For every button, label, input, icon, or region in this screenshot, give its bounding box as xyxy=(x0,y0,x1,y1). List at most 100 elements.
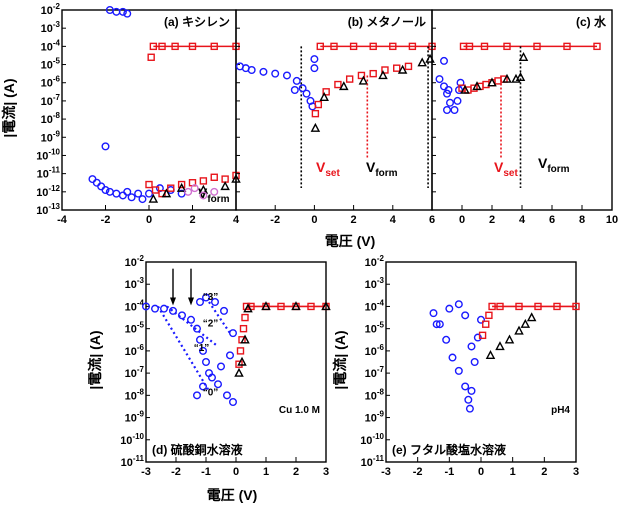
panel-e: -3 -2 -1 0 1 2 3 10-2 10-3 10-4 10-5 10-6 10-7 10-8 10… xyxy=(360,254,580,478)
data-point xyxy=(310,64,319,73)
data-point xyxy=(369,69,377,78)
data-point xyxy=(220,181,230,191)
data-point xyxy=(514,325,524,335)
panel-c: 0 2 4 6 8 10 (c) 水 xyxy=(431,9,618,226)
x-tick-label: 4 xyxy=(233,214,240,226)
data-point xyxy=(330,42,338,51)
data-point xyxy=(186,315,195,324)
state-guide-line xyxy=(166,305,219,348)
data-point xyxy=(482,320,490,328)
panel-annotation: Cu 1.0 M xyxy=(279,405,320,416)
data-point xyxy=(503,42,511,51)
data-point xyxy=(118,7,127,16)
data-point xyxy=(159,304,168,313)
data-point xyxy=(435,75,444,84)
x-tick-label: 2 xyxy=(351,214,357,226)
data-point xyxy=(518,51,529,61)
data-point xyxy=(239,324,248,333)
x-tick-label: 3 xyxy=(573,466,579,478)
y-tick-label: 10-13 xyxy=(36,202,60,217)
data-point xyxy=(150,304,159,313)
x-tick-label: -2 xyxy=(413,466,423,478)
data-point xyxy=(201,293,210,302)
y-tick-label: 10-9 xyxy=(365,410,385,425)
data-point xyxy=(123,187,132,196)
data-point xyxy=(417,57,427,67)
svg-text:Vform: Vform xyxy=(366,159,398,179)
data-point xyxy=(563,42,571,51)
panel-title: (a) キシレン xyxy=(164,15,230,29)
data-point xyxy=(149,42,158,51)
data-point xyxy=(478,331,487,340)
x-tick-label: -4 xyxy=(57,214,68,226)
panel-title: (d) 硫酸銅水溶液 xyxy=(152,442,243,457)
vset-label-b: Vset xyxy=(316,159,340,179)
data-point xyxy=(290,85,299,94)
state-label: “3” xyxy=(203,292,219,303)
y-tick-label: 10-10 xyxy=(120,432,144,447)
data-point xyxy=(210,173,218,181)
data-point xyxy=(176,182,187,192)
data-point xyxy=(177,311,186,320)
data-point xyxy=(188,42,197,51)
x-tick-label: 10 xyxy=(606,214,618,226)
data-point xyxy=(141,302,150,311)
data-point xyxy=(134,189,143,198)
x-tick-label: -1 xyxy=(444,466,454,478)
data-point xyxy=(369,42,377,51)
y-tick-label: 10-4 xyxy=(41,38,61,53)
data-point xyxy=(236,347,245,355)
data-point xyxy=(311,109,320,118)
state-guide-line xyxy=(157,305,210,392)
x-tick-label: 0 xyxy=(233,466,239,478)
data-point xyxy=(190,184,199,193)
data-point xyxy=(222,391,231,400)
data-point xyxy=(228,329,237,338)
data-point xyxy=(446,98,455,107)
data-point xyxy=(339,81,349,91)
y-tick-label: 10-8 xyxy=(365,387,385,402)
data-point xyxy=(145,180,153,189)
data-point xyxy=(219,306,228,315)
data-point xyxy=(234,367,244,377)
data-point xyxy=(357,71,366,80)
x-tick-label: 0 xyxy=(478,466,484,478)
data-point xyxy=(155,184,164,193)
data-point xyxy=(454,366,463,375)
data-point xyxy=(504,334,515,344)
y-tick-label: 10-7 xyxy=(125,365,145,380)
data-point xyxy=(241,313,249,322)
data-point xyxy=(461,382,470,391)
data-point xyxy=(216,362,225,371)
y-tick-label: 10-11 xyxy=(361,454,385,469)
data-point xyxy=(358,75,369,85)
data-point xyxy=(496,302,504,311)
data-point xyxy=(92,178,101,187)
vform-label-c: Vform xyxy=(538,155,570,175)
state-label: “0” xyxy=(203,387,219,398)
x-tick-label: 0 xyxy=(146,214,152,226)
data-point xyxy=(148,193,159,203)
plot-frame xyxy=(385,261,577,463)
vset-label-c: Vset xyxy=(494,159,518,179)
data-point xyxy=(473,333,482,342)
y-tick-label: 10-2 xyxy=(125,254,145,269)
data-point xyxy=(487,77,497,87)
y-tick-label: 10-5 xyxy=(365,321,385,336)
data-point xyxy=(440,82,449,91)
x-tick-label: -1 xyxy=(201,466,211,478)
y-tick-label: 10-10 xyxy=(360,432,384,447)
data-point xyxy=(292,76,301,85)
y-tick-label: 10-3 xyxy=(41,20,61,35)
data-point xyxy=(444,85,453,94)
data-point xyxy=(241,64,250,73)
data-point xyxy=(464,395,473,404)
top-ylabel: |電流| (A) xyxy=(1,78,17,137)
y-tick-label: 10-2 xyxy=(365,254,385,269)
data-point xyxy=(213,380,222,389)
data-point xyxy=(314,100,323,109)
data-point xyxy=(349,42,358,51)
data-point xyxy=(572,302,580,311)
data-point xyxy=(127,193,136,202)
data-point xyxy=(310,55,319,64)
